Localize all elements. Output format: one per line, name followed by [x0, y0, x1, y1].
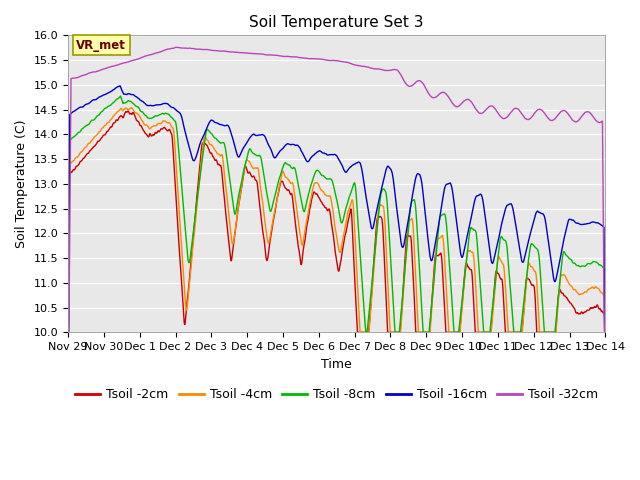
- Y-axis label: Soil Temperature (C): Soil Temperature (C): [15, 120, 28, 248]
- Legend: Tsoil -2cm, Tsoil -4cm, Tsoil -8cm, Tsoil -16cm, Tsoil -32cm: Tsoil -2cm, Tsoil -4cm, Tsoil -8cm, Tsoi…: [70, 383, 604, 406]
- Text: VR_met: VR_met: [76, 39, 126, 52]
- X-axis label: Time: Time: [321, 358, 352, 371]
- Title: Soil Temperature Set 3: Soil Temperature Set 3: [250, 15, 424, 30]
